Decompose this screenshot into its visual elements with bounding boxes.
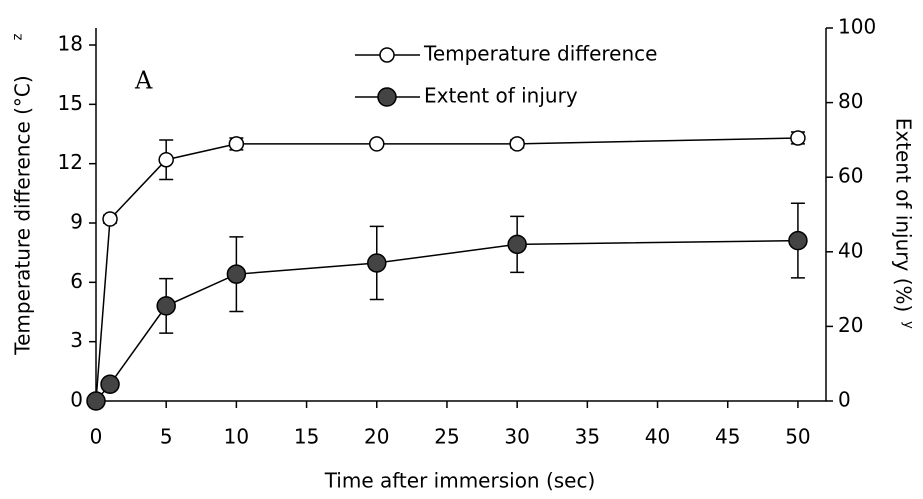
y2-tick-label: 40 bbox=[838, 238, 863, 262]
series-line bbox=[95, 239, 798, 402]
data-point bbox=[226, 264, 247, 284]
x-tick-label: 0 bbox=[90, 425, 103, 449]
x-tick-label: 10 bbox=[224, 425, 249, 449]
data-point bbox=[367, 253, 387, 273]
series-line bbox=[95, 137, 798, 402]
legend-label: Extent of injury bbox=[424, 84, 578, 108]
y2-tick-label: 80 bbox=[838, 89, 863, 113]
data-point bbox=[86, 391, 106, 411]
y-tick-label: 3 bbox=[70, 328, 83, 352]
legend-label: Temperature difference bbox=[423, 42, 657, 66]
data-point bbox=[507, 234, 527, 255]
x-tick-label: 30 bbox=[504, 425, 529, 449]
y-tick-label: 15 bbox=[58, 91, 83, 115]
legend-marker bbox=[377, 87, 397, 107]
y2-tick-label: 60 bbox=[838, 164, 863, 188]
y-tick-label: 18 bbox=[58, 32, 83, 56]
x-axis-label: Time after immersion (sec) bbox=[324, 469, 596, 493]
data-point bbox=[156, 296, 176, 316]
y2-axis-label-superscript: y bbox=[901, 321, 916, 329]
annotation: A bbox=[134, 67, 153, 95]
y-tick-label: 12 bbox=[58, 150, 83, 174]
x-tick-label: 40 bbox=[645, 425, 670, 449]
y-axis-label-superscript: z bbox=[11, 33, 26, 40]
x-tick-label: 20 bbox=[364, 425, 389, 449]
y2-tick-label: 20 bbox=[838, 313, 863, 337]
x-tick-label: 15 bbox=[294, 425, 319, 449]
data-point bbox=[509, 136, 525, 152]
y2-tick-label: 0 bbox=[838, 388, 851, 412]
y-tick-label: 0 bbox=[70, 388, 83, 412]
data-point bbox=[788, 230, 808, 251]
y-tick-label: 6 bbox=[70, 269, 83, 293]
legend-marker bbox=[379, 47, 395, 63]
data-point bbox=[369, 136, 385, 152]
data-point bbox=[228, 136, 245, 152]
data-point bbox=[158, 151, 174, 168]
x-tick-label: 25 bbox=[434, 425, 459, 449]
data-point bbox=[790, 130, 806, 146]
data-point bbox=[100, 374, 120, 394]
y-axis-label: Temperature difference (°C) bbox=[11, 75, 35, 355]
x-tick-label: 50 bbox=[785, 425, 810, 449]
x-tick-label: 5 bbox=[160, 425, 173, 449]
data-point bbox=[102, 211, 118, 227]
y2-axis-label: Extent of injury (%) bbox=[892, 118, 916, 313]
y-tick-label: 9 bbox=[70, 210, 83, 234]
plot-frame bbox=[95, 28, 827, 402]
x-tick-label: 35 bbox=[575, 425, 600, 449]
x-tick-label: 45 bbox=[715, 425, 740, 449]
y2-tick-label: 100 bbox=[838, 15, 876, 39]
